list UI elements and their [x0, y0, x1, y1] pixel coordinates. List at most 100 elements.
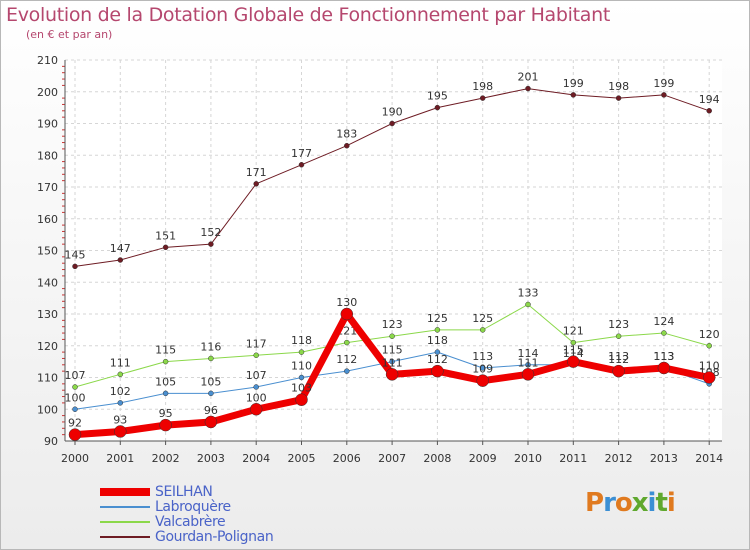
x-tick-label: 2009 [469, 452, 497, 465]
data-point [389, 358, 395, 365]
data-label: 190 [382, 106, 403, 119]
data-label: 115 [155, 344, 176, 357]
x-tick-label: 2004 [242, 452, 270, 465]
data-label: 92 [68, 417, 82, 430]
data-point [431, 364, 444, 378]
data-point [385, 368, 399, 381]
data-point [344, 142, 350, 149]
x-tick-label: 2010 [514, 452, 542, 465]
y-tick-label: 210 [37, 54, 58, 67]
chart-subtitle: (en € et par an) [26, 28, 113, 41]
data-label: 107 [65, 369, 86, 382]
logo-letter: i [647, 488, 657, 518]
series-gourdan-polignan: 145 147 151 152 171 177 183 190 195 198 201 199 198 1… [65, 71, 720, 270]
y-tick-label: 150 [37, 245, 58, 258]
data-point [298, 349, 305, 355]
data-point [340, 307, 354, 321]
data-point [204, 415, 218, 429]
data-label: 113 [653, 350, 674, 363]
data-label: 151 [155, 229, 176, 242]
logo-letter: r [603, 488, 616, 518]
proxiti-logo: Proxiti [585, 488, 676, 518]
data-point [706, 343, 712, 349]
data-label: 121 [563, 325, 584, 338]
y-tick-label: 120 [37, 340, 58, 353]
data-point [117, 400, 124, 406]
data-label: 125 [472, 312, 493, 325]
data-point [253, 181, 259, 187]
data-label: 123 [382, 318, 403, 331]
data-label: 125 [427, 312, 448, 325]
data-point [72, 384, 78, 390]
data-label: 100 [246, 391, 267, 404]
legend-item: Labroquère [100, 498, 273, 515]
data-point [525, 85, 531, 92]
data-label: 198 [472, 80, 493, 93]
data-label: 116 [200, 340, 221, 353]
data-point [253, 384, 259, 390]
x-tick-label: 2011 [559, 452, 587, 465]
data-label: 123 [608, 318, 629, 331]
data-label: 96 [204, 404, 218, 417]
data-point [249, 403, 263, 416]
logo-letter: t [655, 488, 667, 518]
data-point [114, 425, 127, 438]
data-label: 118 [291, 334, 312, 347]
data-label: 152 [200, 226, 221, 239]
data-point [344, 339, 350, 346]
logo-letter: i [666, 488, 676, 518]
data-label: 112 [608, 353, 629, 366]
data-label: 114 [563, 347, 584, 360]
data-point [159, 418, 172, 432]
data-point [162, 390, 169, 397]
x-tick-label: 2008 [423, 452, 451, 465]
data-point [702, 371, 716, 384]
data-label: 198 [608, 80, 629, 93]
y-tick-label: 130 [37, 308, 58, 321]
x-tick-label: 2002 [152, 452, 180, 465]
x-tick-label: 2012 [605, 452, 633, 465]
data-point [389, 333, 395, 339]
data-point [68, 428, 82, 441]
data-point [567, 355, 580, 368]
data-point [208, 390, 214, 397]
y-tick-label: 140 [37, 276, 58, 289]
data-label: 199 [563, 77, 584, 90]
y-tick-label: 100 [37, 403, 58, 416]
data-label: 171 [246, 166, 267, 179]
y-tick-label: 190 [37, 118, 58, 131]
legend-label: Labroquère [155, 498, 231, 515]
legend-label: Valcabrère [155, 513, 226, 530]
data-label: 112 [427, 353, 448, 366]
legend-swatch [100, 505, 150, 508]
x-tick-label: 2006 [333, 452, 361, 465]
data-label: 105 [155, 375, 176, 388]
data-label: 147 [110, 242, 131, 255]
data-label: 105 [200, 375, 221, 388]
data-point [117, 371, 124, 378]
data-point [72, 406, 78, 412]
x-tick-label: 2005 [288, 452, 316, 465]
data-label: 111 [110, 356, 131, 369]
data-point [615, 333, 622, 339]
y-tick-label: 170 [37, 181, 58, 194]
y-tick-label: 110 [37, 372, 58, 385]
data-point [479, 95, 486, 101]
data-label: 183 [336, 128, 357, 141]
legend-label: SEILHAN [155, 483, 213, 500]
x-tick-label: 2007 [378, 452, 406, 465]
legend-item: Valcabrère [100, 513, 273, 530]
data-point [162, 358, 169, 365]
data-label: 100 [65, 391, 86, 404]
legend-item: SEILHAN [100, 483, 273, 500]
data-label: 194 [699, 93, 720, 106]
data-point [298, 374, 305, 381]
data-label: 133 [518, 286, 539, 299]
data-point [661, 330, 667, 336]
data-label: 93 [113, 413, 127, 426]
data-point [208, 355, 214, 362]
data-point [72, 263, 78, 270]
legend-item: Gourdan-Polignan [100, 529, 274, 545]
data-point [525, 362, 531, 368]
